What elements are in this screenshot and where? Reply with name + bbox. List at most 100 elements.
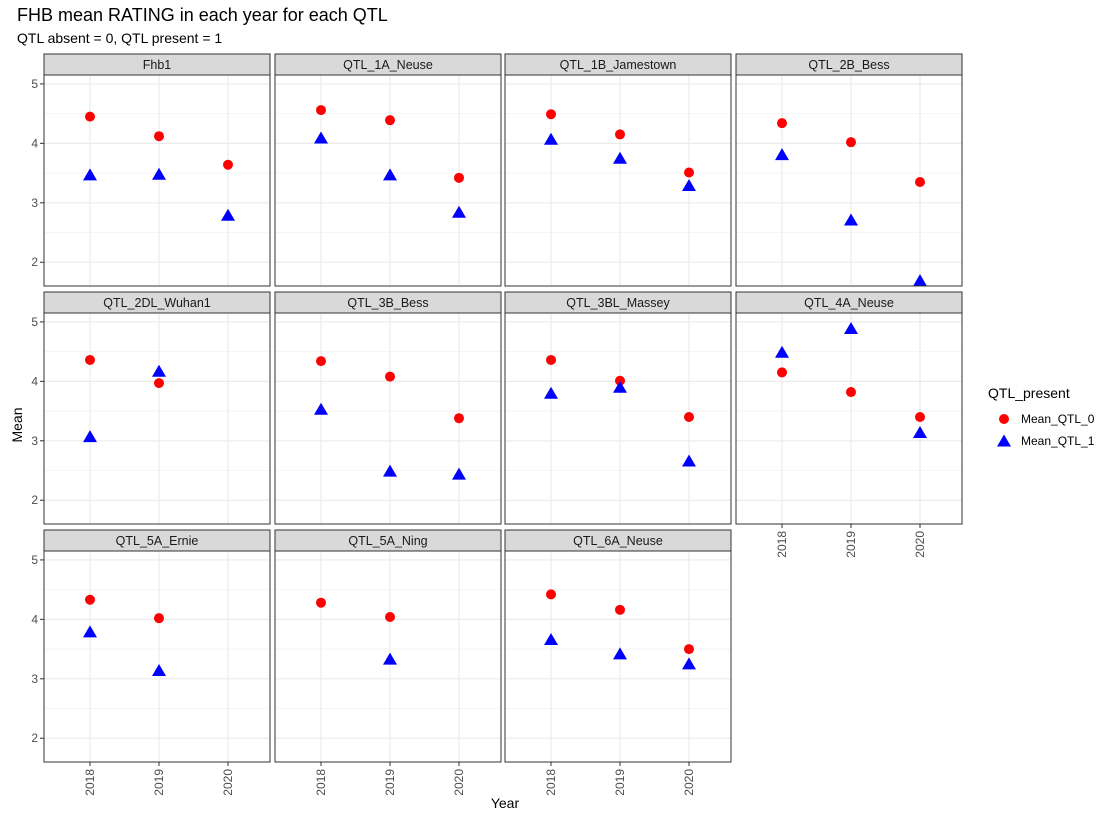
point-mean-qtl-0-2019 — [154, 378, 164, 389]
facet-strip-label: QTL_3B_Bess — [347, 296, 428, 310]
panel-border — [43, 74, 271, 287]
point-mean-qtl-0-2018 — [546, 109, 556, 120]
legend-label-mean-qtl-0: Mean_QTL_0 — [1021, 412, 1095, 426]
y-tick-label: 4 — [31, 136, 38, 150]
panel-border — [735, 74, 963, 287]
facet-panel-qtl-5a-ning: QTL_5A_Ning 2018 2019 2020 — [274, 529, 502, 796]
point-mean-qtl-1-2020 — [452, 467, 466, 480]
point-mean-qtl-0-2019 — [615, 604, 625, 615]
x-tick-label: 2019 — [152, 769, 166, 796]
point-mean-qtl-1-2020 — [913, 274, 927, 287]
facet-panel-qtl-3bl-massey: QTL_3BL_Massey — [504, 291, 732, 525]
point-mean-qtl-0-2019 — [154, 131, 164, 142]
point-mean-qtl-1-2018 — [83, 430, 97, 443]
point-mean-qtl-1-2018 — [544, 386, 558, 399]
point-mean-qtl-1-2018 — [314, 402, 328, 415]
point-mean-qtl-1-2019 — [844, 321, 858, 334]
y-tick-label: 5 — [31, 315, 38, 329]
facet-panel-qtl-5a-ernie: QTL_5A_Ernie 2 3 4 5 2018 2019 2020 — [31, 529, 271, 796]
point-mean-qtl-1-2018 — [544, 132, 558, 145]
legend-key-mean-qtl-0 — [999, 414, 1009, 424]
panel-background — [736, 75, 962, 286]
panel-background — [505, 313, 731, 524]
point-mean-qtl-1-2019 — [152, 663, 166, 676]
point-mean-qtl-0-2020 — [223, 159, 233, 170]
point-mean-qtl-0-2018 — [777, 367, 787, 378]
facet-strip-label: QTL_5A_Ernie — [116, 534, 199, 548]
x-tick-label: 2020 — [913, 531, 927, 558]
point-mean-qtl-0-2018 — [316, 356, 326, 367]
point-mean-qtl-1-2020 — [682, 454, 696, 467]
point-mean-qtl-0-2019 — [385, 371, 395, 382]
chart-title: FHB mean RATING in each year for each QT… — [17, 5, 388, 25]
point-mean-qtl-0-2019 — [615, 375, 625, 386]
panel-border — [735, 312, 963, 525]
point-mean-qtl-0-2019 — [846, 387, 856, 398]
panel-background — [736, 313, 962, 524]
point-mean-qtl-0-2020 — [454, 172, 464, 183]
x-tick-label: 2019 — [383, 769, 397, 796]
facet-panel-qtl-4a-neuse: QTL_4A_Neuse 2018 2019 2020 — [735, 291, 963, 558]
facet-strip-label: QTL_1B_Jamestown — [560, 58, 677, 72]
x-tick-label: 2020 — [452, 769, 466, 796]
y-tick-label: 3 — [31, 196, 38, 210]
point-mean-qtl-0-2018 — [85, 111, 95, 122]
facet-strip-label: QTL_3BL_Massey — [566, 296, 670, 310]
facet-panel-qtl-2dl-wuhan1: QTL_2DL_Wuhan1 2 3 4 5 — [31, 291, 271, 525]
panel-border — [274, 550, 502, 763]
panel-border — [274, 74, 502, 287]
facet-strip-label: QTL_2B_Bess — [808, 58, 889, 72]
legend-key-mean-qtl-1 — [997, 434, 1011, 447]
facet-panel-qtl-6a-neuse: QTL_6A_Neuse 2018 2019 2020 — [504, 529, 732, 796]
point-mean-qtl-1-2020 — [221, 208, 235, 221]
panel-border — [43, 312, 271, 525]
y-tick-label: 5 — [31, 77, 38, 91]
x-tick-label: 2018 — [775, 531, 789, 558]
facet-panel-qtl-3b-bess: QTL_3B_Bess — [274, 291, 502, 525]
point-mean-qtl-1-2020 — [682, 657, 696, 670]
legend-label-mean-qtl-1: Mean_QTL_1 — [1021, 434, 1095, 448]
point-mean-qtl-0-2018 — [85, 354, 95, 365]
facet-strip-label: QTL_1A_Neuse — [343, 58, 433, 72]
y-axis-title: Mean — [9, 407, 25, 442]
point-mean-qtl-1-2019 — [383, 168, 397, 181]
y-tick-label: 4 — [31, 612, 38, 626]
point-mean-qtl-1-2020 — [913, 425, 927, 438]
point-mean-qtl-1-2018 — [314, 131, 328, 144]
y-tick-label: 2 — [31, 731, 38, 745]
point-mean-qtl-0-2018 — [546, 589, 556, 600]
x-tick-label: 2019 — [844, 531, 858, 558]
facet-strip-label: QTL_2DL_Wuhan1 — [103, 296, 211, 310]
facet-panel-qtl-1a-neuse: QTL_1A_Neuse — [274, 53, 502, 287]
point-mean-qtl-0-2020 — [684, 412, 694, 423]
point-mean-qtl-0-2020 — [915, 412, 925, 423]
y-tick-label: 2 — [31, 255, 38, 269]
facet-panel-fhb1: Fhb1 2 3 4 5 — [31, 53, 271, 287]
point-mean-qtl-0-2018 — [316, 105, 326, 116]
y-tick-label: 4 — [31, 374, 38, 388]
facet-strip-label: QTL_5A_Ning — [348, 534, 427, 548]
point-mean-qtl-0-2019 — [615, 129, 625, 140]
point-mean-qtl-0-2018 — [85, 594, 95, 605]
x-tick-label: 2019 — [613, 769, 627, 796]
facet-strip-label: QTL_6A_Neuse — [573, 534, 663, 548]
point-mean-qtl-0-2018 — [316, 597, 326, 608]
point-mean-qtl-1-2019 — [844, 213, 858, 226]
point-mean-qtl-0-2018 — [546, 354, 556, 365]
panel-background — [275, 313, 501, 524]
chart-subtitle: QTL absent = 0, QTL present = 1 — [17, 30, 222, 46]
point-mean-qtl-1-2018 — [83, 625, 97, 638]
point-mean-qtl-0-2020 — [684, 167, 694, 178]
point-mean-qtl-1-2019 — [613, 647, 627, 660]
facet-strip-label: Fhb1 — [143, 58, 172, 72]
point-mean-qtl-1-2020 — [452, 205, 466, 218]
point-mean-qtl-0-2019 — [154, 613, 164, 624]
facet-panels: Fhb1 2 3 4 5 QTL_1A_Neuse QTL_1B_Jamestown QTL_… — [31, 53, 963, 796]
panel-background — [275, 75, 501, 286]
y-tick-label: 3 — [31, 434, 38, 448]
panel-border — [504, 74, 732, 287]
point-mean-qtl-1-2018 — [544, 633, 558, 646]
panel-border — [274, 312, 502, 525]
facet-panel-qtl-1b-jamestown: QTL_1B_Jamestown — [504, 53, 732, 287]
